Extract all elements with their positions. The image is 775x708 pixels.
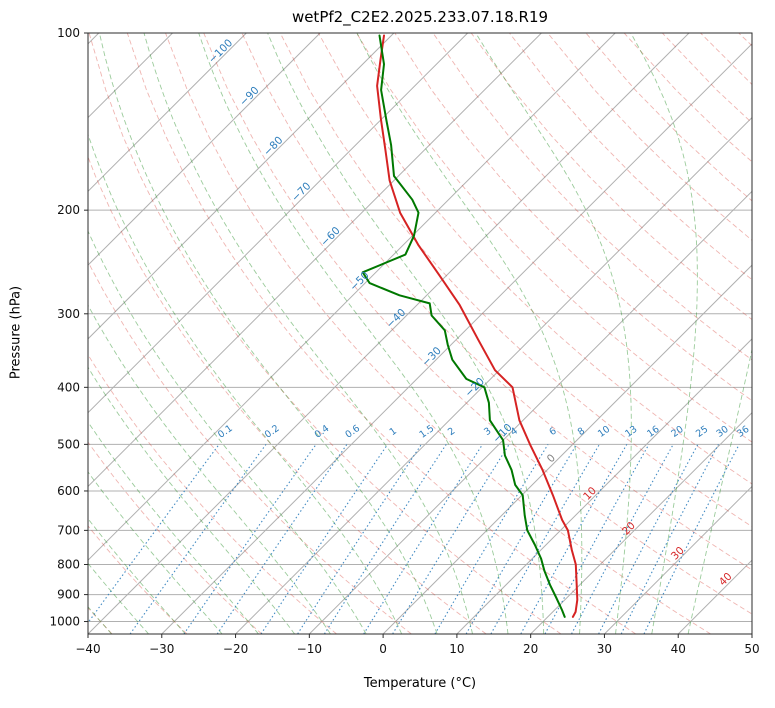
chart-title: wetPf2_C2E2.2025.233.07.18.R19 — [291, 8, 549, 26]
svg-text:1000: 1000 — [49, 615, 80, 629]
svg-text:−80: −80 — [261, 134, 285, 158]
svg-text:1: 1 — [388, 426, 399, 438]
svg-text:200: 200 — [57, 203, 80, 217]
svg-text:20: 20 — [669, 424, 685, 440]
svg-text:0.2: 0.2 — [263, 423, 282, 441]
svg-text:36: 36 — [735, 424, 751, 440]
svg-text:10: 10 — [449, 642, 464, 656]
svg-text:13: 13 — [623, 424, 639, 440]
svg-text:20: 20 — [523, 642, 538, 656]
svg-text:−30: −30 — [149, 642, 174, 656]
svg-text:1.5: 1.5 — [418, 423, 437, 441]
temperature-trace — [376, 34, 579, 618]
svg-text:−40: −40 — [75, 642, 100, 656]
svg-text:0.1: 0.1 — [216, 423, 235, 441]
svg-text:−60: −60 — [319, 225, 343, 249]
svg-text:−10: −10 — [297, 642, 322, 656]
svg-text:8: 8 — [576, 426, 587, 438]
svg-text:100: 100 — [57, 26, 80, 40]
svg-text:300: 300 — [57, 307, 80, 321]
svg-text:−90: −90 — [237, 84, 261, 108]
x-axis-label: Temperature (°C) — [363, 676, 477, 691]
svg-text:400: 400 — [57, 380, 80, 394]
dewpoint-trace — [361, 34, 566, 618]
svg-text:30: 30 — [669, 545, 687, 563]
svg-text:−20: −20 — [223, 642, 248, 656]
svg-text:2: 2 — [446, 426, 457, 438]
svg-text:−30: −30 — [420, 345, 444, 369]
svg-text:25: 25 — [694, 424, 710, 440]
svg-text:0.6: 0.6 — [343, 423, 362, 441]
svg-text:20: 20 — [620, 520, 638, 538]
svg-text:−100: −100 — [206, 37, 235, 66]
svg-text:30: 30 — [714, 424, 730, 440]
svg-text:500: 500 — [57, 437, 80, 451]
svg-text:4: 4 — [509, 426, 520, 438]
svg-text:0: 0 — [545, 452, 558, 465]
svg-text:−50: −50 — [348, 269, 372, 293]
svg-text:30: 30 — [597, 642, 612, 656]
svg-text:50: 50 — [744, 642, 759, 656]
svg-text:0: 0 — [379, 642, 387, 656]
svg-text:700: 700 — [57, 523, 80, 537]
svg-text:16: 16 — [645, 424, 661, 440]
svg-text:800: 800 — [57, 557, 80, 571]
y-axis-label: Pressure (hPa) — [8, 285, 24, 380]
svg-text:0.4: 0.4 — [313, 423, 332, 441]
svg-text:10: 10 — [596, 424, 612, 440]
svg-text:−40: −40 — [384, 307, 408, 331]
svg-text:40: 40 — [717, 570, 735, 588]
svg-text:−70: −70 — [289, 180, 313, 204]
svg-text:3: 3 — [482, 426, 493, 438]
svg-text:600: 600 — [57, 484, 80, 498]
svg-text:40: 40 — [671, 642, 686, 656]
svg-text:900: 900 — [57, 588, 80, 602]
svg-text:6: 6 — [547, 426, 558, 438]
